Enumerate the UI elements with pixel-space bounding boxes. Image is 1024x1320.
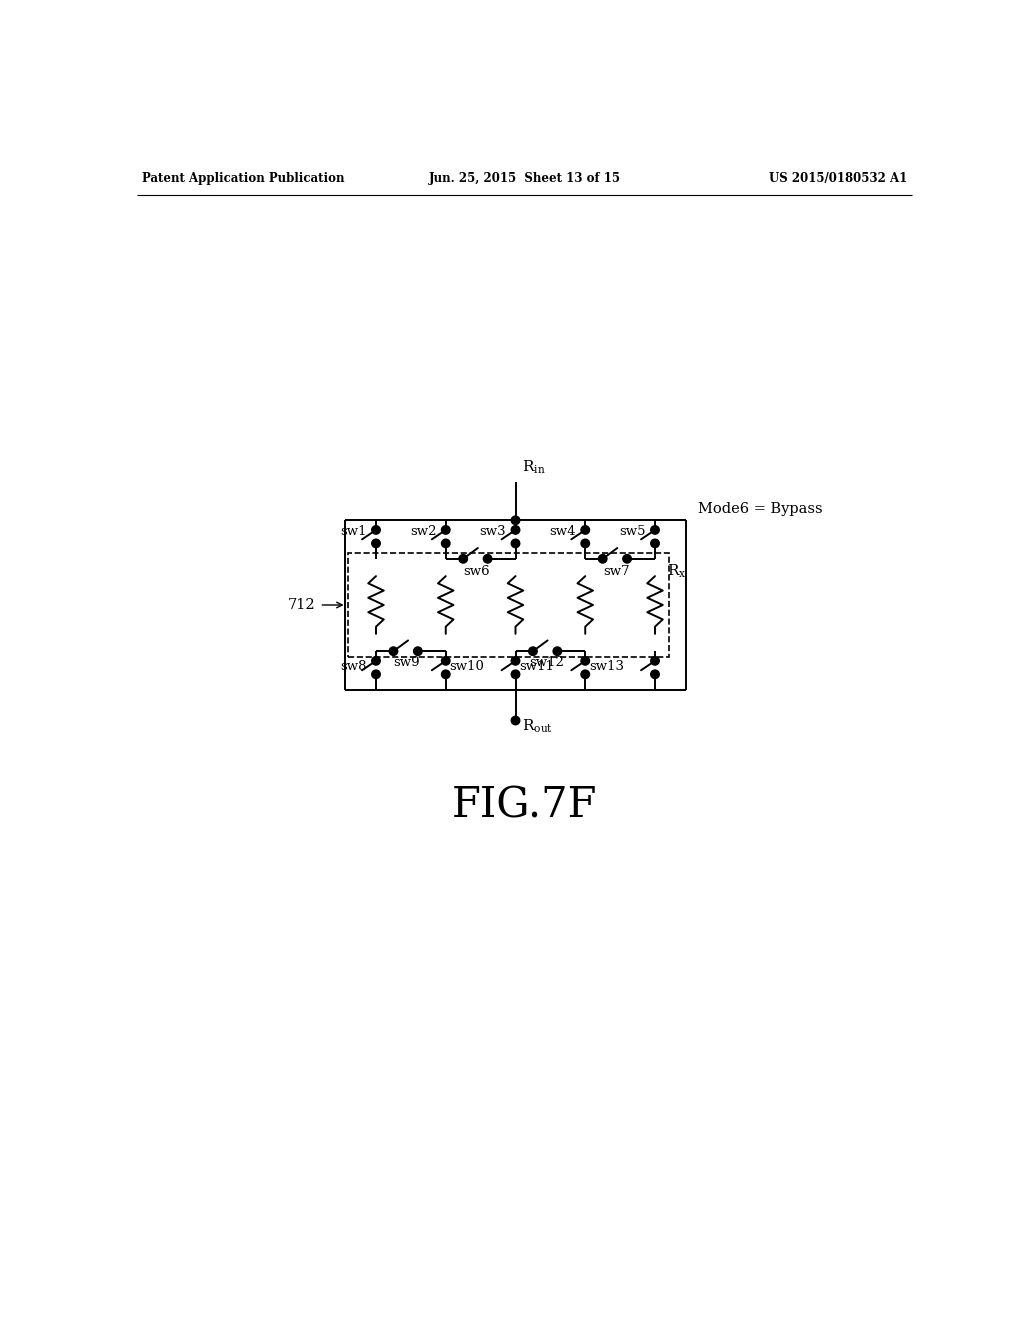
Text: sw9: sw9 <box>393 656 420 669</box>
Text: sw2: sw2 <box>410 525 436 539</box>
Text: sw10: sw10 <box>450 660 484 673</box>
Circle shape <box>389 647 397 656</box>
Circle shape <box>598 554 607 564</box>
Text: Jun. 25, 2015  Sheet 13 of 15: Jun. 25, 2015 Sheet 13 of 15 <box>429 173 621 185</box>
Text: sw1: sw1 <box>340 525 367 539</box>
Text: sw11: sw11 <box>519 660 554 673</box>
Circle shape <box>441 525 450 535</box>
Text: R$_{\mathregular{in}}$: R$_{\mathregular{in}}$ <box>521 458 545 475</box>
Text: R$_{\mathregular{x}}$: R$_{\mathregular{x}}$ <box>667 562 686 581</box>
Text: FIG.7F: FIG.7F <box>452 784 598 826</box>
Circle shape <box>441 656 450 665</box>
Circle shape <box>511 516 520 524</box>
Circle shape <box>581 656 590 665</box>
Circle shape <box>553 647 561 656</box>
Text: US 2015/0180532 A1: US 2015/0180532 A1 <box>769 173 907 185</box>
Circle shape <box>414 647 422 656</box>
Circle shape <box>441 539 450 548</box>
Text: sw5: sw5 <box>620 525 646 539</box>
Text: sw13: sw13 <box>589 660 624 673</box>
Text: Patent Application Publication: Patent Application Publication <box>142 173 344 185</box>
Circle shape <box>441 671 450 678</box>
Text: sw12: sw12 <box>529 656 564 669</box>
Circle shape <box>650 656 659 665</box>
Circle shape <box>511 671 520 678</box>
Circle shape <box>511 539 520 548</box>
Text: sw6: sw6 <box>464 565 490 578</box>
Circle shape <box>528 647 538 656</box>
Circle shape <box>511 525 520 535</box>
Circle shape <box>581 525 590 535</box>
Text: 712: 712 <box>288 598 315 612</box>
Circle shape <box>581 671 590 678</box>
Bar <box>348 553 669 657</box>
Circle shape <box>581 539 590 548</box>
Circle shape <box>650 525 659 535</box>
Text: sw3: sw3 <box>479 525 506 539</box>
Circle shape <box>372 656 380 665</box>
Circle shape <box>511 656 520 665</box>
Circle shape <box>372 525 380 535</box>
Circle shape <box>511 717 520 725</box>
Circle shape <box>650 539 659 548</box>
Text: sw7: sw7 <box>603 565 630 578</box>
Circle shape <box>483 554 492 564</box>
Circle shape <box>650 671 659 678</box>
Circle shape <box>372 671 380 678</box>
Text: Mode6 = Bypass: Mode6 = Bypass <box>697 503 822 516</box>
Text: sw8: sw8 <box>340 660 367 673</box>
Text: R$_{\mathregular{out}}$: R$_{\mathregular{out}}$ <box>521 718 553 735</box>
Circle shape <box>623 554 632 564</box>
Circle shape <box>459 554 467 564</box>
Circle shape <box>372 539 380 548</box>
Text: sw4: sw4 <box>550 525 575 539</box>
